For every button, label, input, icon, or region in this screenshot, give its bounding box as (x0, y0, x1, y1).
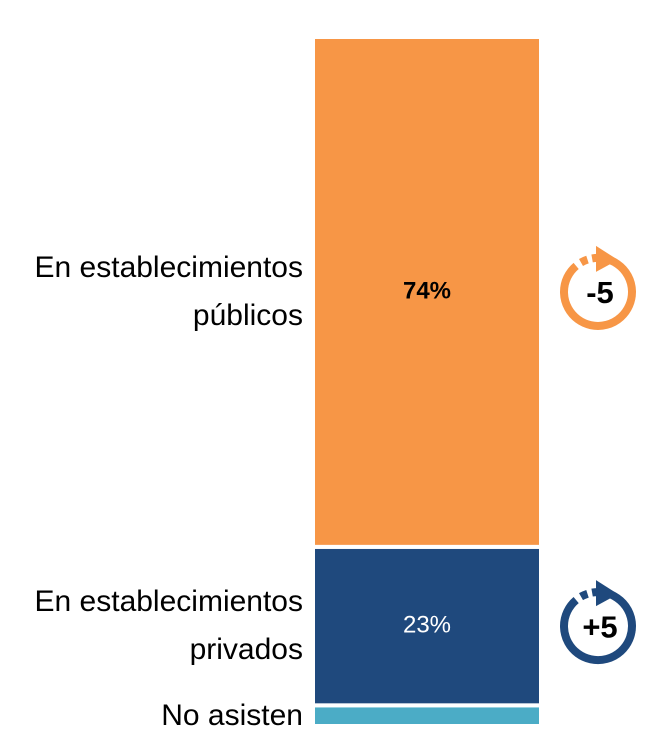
category-label: No asisten (3, 692, 303, 740)
change-badge: -5 (564, 246, 632, 326)
value-label: 74% (403, 277, 451, 304)
change-label: -5 (586, 275, 614, 310)
category-label: En establecimientos privados (3, 578, 303, 674)
change-label: +5 (582, 609, 617, 644)
bar-segment (313, 705, 541, 726)
badge-arrow (596, 246, 618, 272)
category-label: En establecimientos públicos (3, 244, 303, 340)
value-label: 23% (403, 611, 451, 638)
change-badge: +5 (564, 580, 632, 660)
badge-dash (581, 594, 587, 597)
badge-dash (581, 260, 587, 263)
page: {"chart_data": {"type": "bar", "stacked"… (0, 0, 648, 726)
badge-arrow (596, 580, 618, 606)
